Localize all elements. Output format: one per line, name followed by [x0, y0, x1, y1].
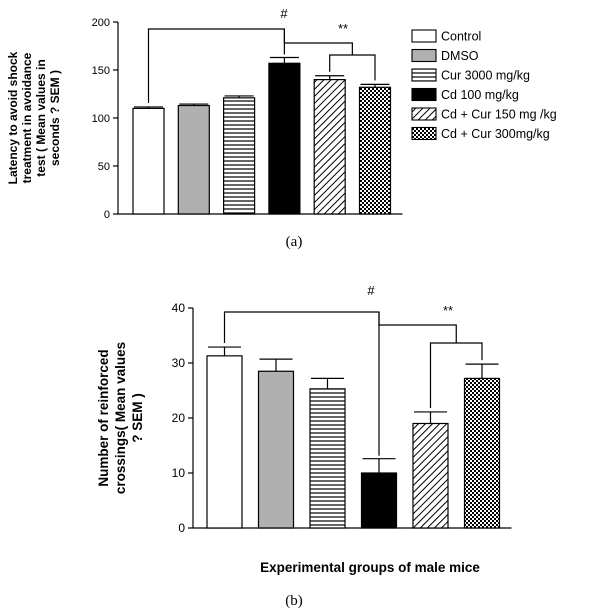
chart-legend: Control DMSO Cur 3000 mg/kg Cd 100 mg/kg Cd … [411, 29, 557, 141]
y-axis-label-line: crossings( Mean values [113, 342, 128, 494]
bar [268, 62, 301, 215]
y-axis-label-line: treatment in avoidance [20, 52, 34, 183]
x-axis-label: Experimental groups of male mice [260, 560, 480, 575]
y-tick-label: 100 [92, 113, 110, 125]
legend-label: Cd + Cur 300mg/kg [441, 127, 550, 141]
y-tick-label: 40 [172, 301, 186, 315]
significance-label: ** [338, 21, 348, 36]
significance-bracket [223, 311, 380, 456]
y-axis-label-line: seconds ? SEM ) [48, 70, 62, 166]
significance-label: # [280, 6, 288, 21]
significance-bracket [283, 29, 353, 55]
legend-label: DMSO [441, 49, 479, 63]
y-tick-label: 50 [98, 161, 110, 173]
significance-label: ** [443, 303, 453, 318]
y-axis-label-line: Number of reinforced [96, 349, 111, 486]
legend-label: Cd + Cur 150 mg /kg [441, 108, 557, 122]
y-axis-label-line: test ( Mean values in [34, 59, 48, 176]
legend-swatch [411, 126, 437, 141]
bar [309, 388, 346, 529]
bar [360, 472, 398, 529]
bar [412, 422, 449, 529]
y-tick-label: 200 [92, 17, 110, 29]
significance-bracket [429, 342, 483, 408]
legend-swatch [411, 87, 437, 102]
y-tick-label: 0 [178, 521, 185, 535]
bar [313, 78, 346, 215]
legend-label: Control [441, 30, 481, 44]
y-tick-label: 10 [172, 466, 186, 480]
y-axis-label-line: ? SEM ) [130, 393, 145, 443]
panel-label: (a) [286, 234, 303, 250]
significance-label: # [367, 283, 375, 298]
bar [463, 377, 501, 529]
legend-swatch [411, 107, 437, 121]
chart-panel-b: 0 10 20 30 40 Number of reinforced crossings( … [96, 283, 512, 609]
bar [132, 107, 165, 215]
bar [223, 97, 256, 215]
y-tick-label: 150 [92, 65, 110, 77]
bar [257, 370, 295, 529]
panel-label: (b) [285, 593, 303, 609]
y-tick-label: 0 [104, 209, 110, 221]
bar [358, 86, 392, 215]
bar [206, 355, 243, 529]
legend-swatch [411, 29, 437, 43]
legend-label: Cd 100 mg/kg [441, 88, 519, 102]
significance-bracket [378, 312, 457, 343]
chart-panel-a: 0 50 100 150 200 Latency to avoid shock treatm… [6, 6, 403, 250]
y-axis-label-line: Latency to avoid shock [6, 51, 20, 184]
bar [177, 104, 210, 215]
y-tick-label: 20 [172, 411, 186, 425]
significance-bracket [147, 28, 285, 103]
legend-swatch [411, 48, 437, 63]
legend-label: Cur 3000 mg/kg [441, 69, 530, 83]
y-tick-label: 30 [172, 356, 186, 370]
significance-bracket [329, 54, 376, 81]
legend-swatch [411, 68, 437, 82]
